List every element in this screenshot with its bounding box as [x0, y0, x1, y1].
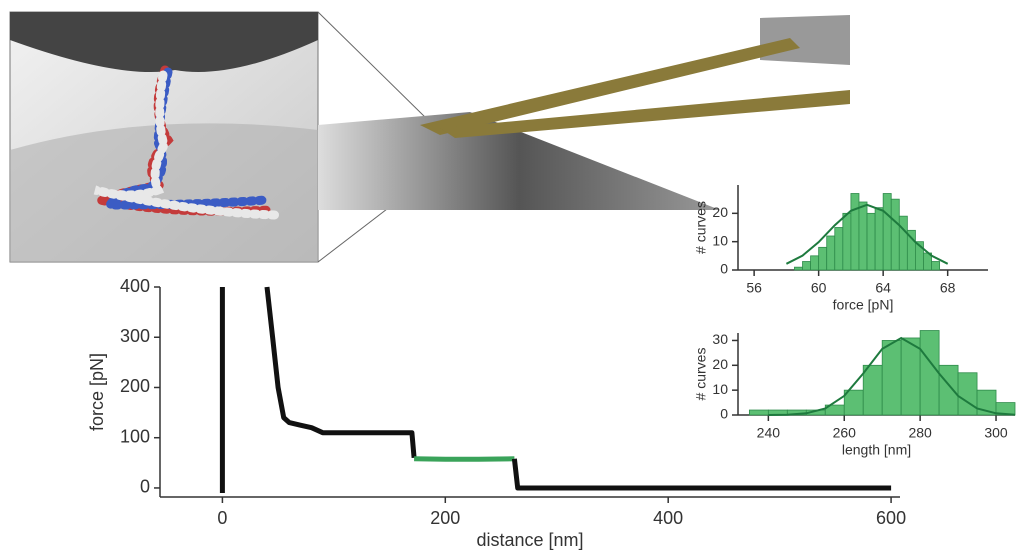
y-axis-label: # curves	[693, 201, 709, 254]
histogram-bar	[851, 194, 859, 271]
y-tick-label: 0	[720, 261, 728, 277]
histogram-bar	[875, 208, 883, 270]
y-tick-label: 0	[140, 477, 150, 497]
histogram-bar	[819, 247, 827, 270]
holder	[760, 15, 850, 65]
x-tick-label: 64	[875, 279, 891, 295]
y-tick-label: 400	[120, 276, 150, 296]
y-tick-label: 30	[712, 331, 728, 347]
figure: 01002003004000200400600distance [nm]forc…	[0, 0, 1017, 550]
histogram-bar	[749, 410, 768, 415]
y-tick-label: 200	[120, 376, 150, 396]
trace	[514, 459, 891, 488]
x-axis-label: distance [nm]	[476, 530, 583, 550]
histogram-bar	[843, 213, 851, 270]
y-axis-label: # curves	[693, 348, 709, 401]
histogram-bar	[920, 331, 939, 415]
y-tick-label: 10	[712, 381, 728, 397]
x-tick-label: 280	[908, 424, 932, 440]
x-tick-label: 240	[757, 424, 781, 440]
histogram-bar	[882, 340, 901, 415]
histogram-bar	[867, 213, 875, 270]
histogram-bar	[899, 216, 907, 270]
y-tick-label: 20	[712, 356, 728, 372]
y-tick-label: 20	[712, 204, 728, 220]
y-tick-label: 100	[120, 426, 150, 446]
x-tick-label: 400	[653, 508, 683, 528]
histogram-bar	[827, 236, 835, 270]
y-tick-label: 300	[120, 326, 150, 346]
histogram-bar	[863, 365, 882, 415]
trace	[267, 287, 414, 458]
trace	[414, 459, 514, 460]
histogram-bar	[835, 228, 843, 271]
y-tick-label: 10	[712, 232, 728, 248]
x-tick-label: 600	[876, 508, 906, 528]
x-tick-label: 60	[811, 279, 827, 295]
x-tick-label: 300	[984, 424, 1008, 440]
zoom-line	[318, 12, 428, 120]
x-tick-label: 200	[430, 508, 460, 528]
histogram-bar	[883, 194, 891, 271]
y-tick-label: 0	[720, 406, 728, 422]
histogram-bar	[859, 202, 867, 270]
x-tick-label: 56	[746, 279, 762, 295]
x-tick-label: 260	[833, 424, 857, 440]
x-axis-label: force [pN]	[833, 297, 894, 313]
histogram-bar	[958, 373, 977, 415]
illustration	[10, 12, 850, 262]
histogram-bar	[939, 365, 958, 415]
histogram-bar	[794, 267, 802, 270]
histogram-bar	[803, 262, 811, 271]
histogram-bar	[932, 262, 940, 271]
histogram-bar	[891, 199, 899, 270]
x-axis-label: length [nm]	[842, 442, 911, 458]
y-axis-label: force [pN]	[87, 353, 107, 431]
histogram-bar	[811, 256, 819, 270]
histogram-bar	[901, 338, 920, 415]
x-tick-label: 0	[217, 508, 227, 528]
x-tick-label: 68	[940, 279, 956, 295]
